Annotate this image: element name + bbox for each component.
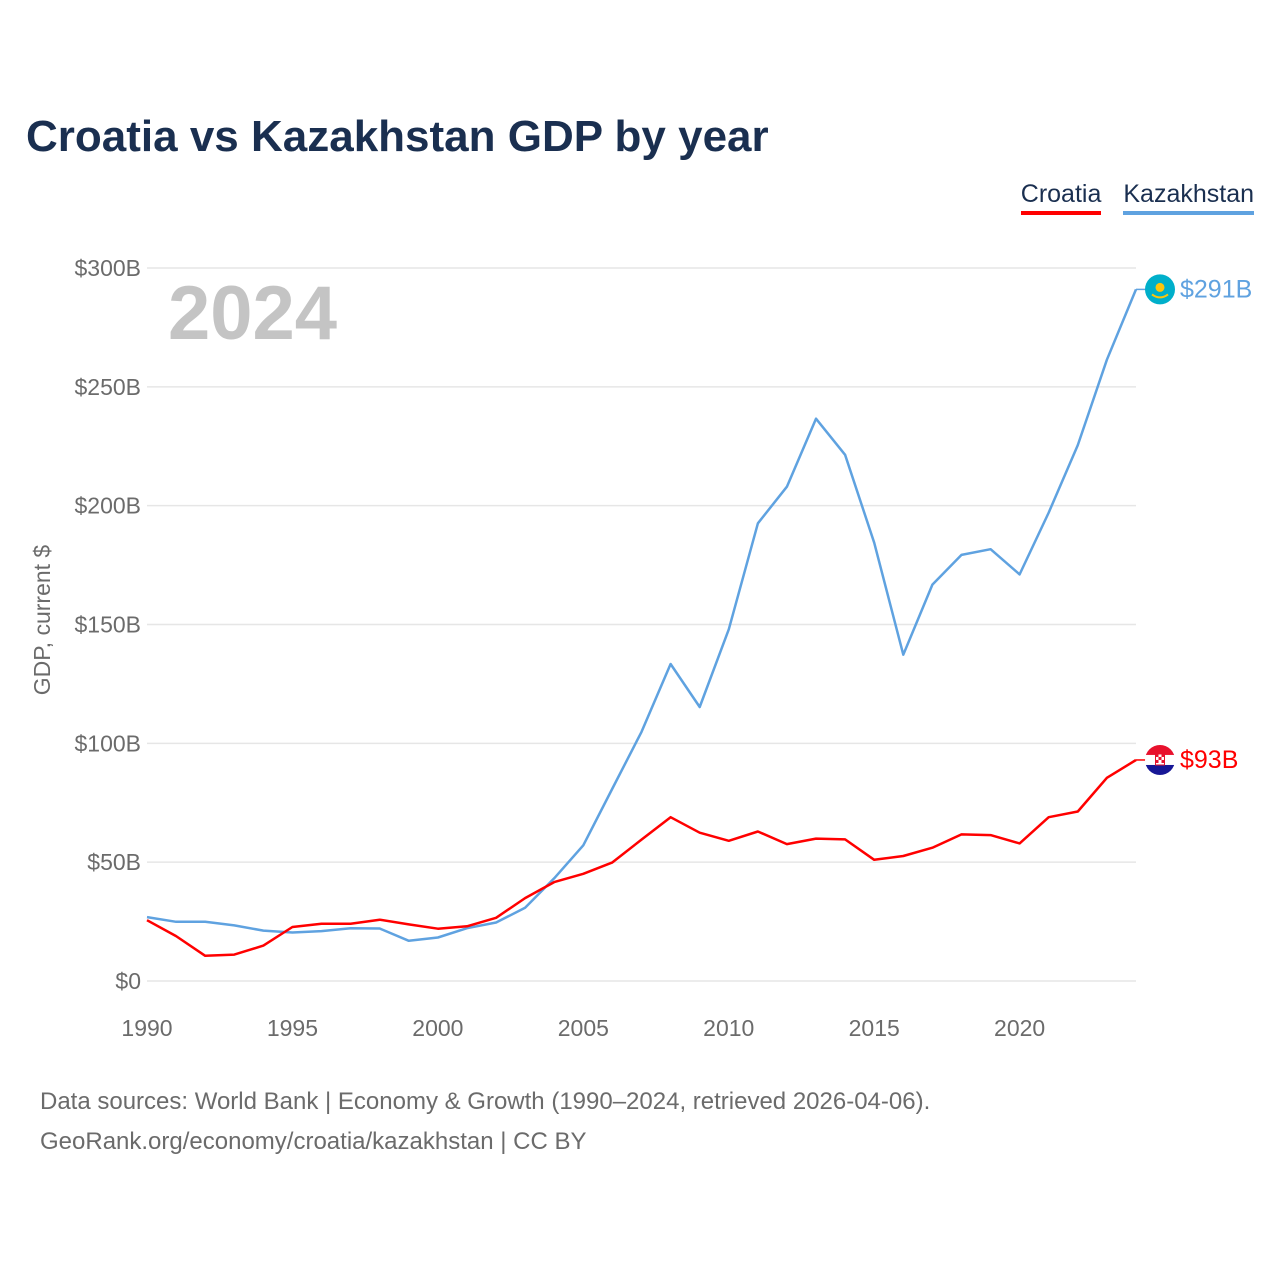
x-tick-label: 1990 [121,1015,172,1041]
x-tick-label: 2020 [994,1015,1045,1041]
year-watermark: 2024 [168,271,337,356]
x-tick-label: 1995 [267,1015,318,1041]
x-tick-label: 2005 [558,1015,609,1041]
y-tick-label: $250B [74,374,141,400]
attribution-link[interactable]: GeoRank.org/economy/croatia/kazakhstan |… [40,1128,587,1155]
y-tick-label: $50B [87,849,141,875]
y-axis-label: GDP, current $ [29,545,55,696]
grid-layer [147,267,1136,982]
y-tick-label: $200B [74,493,141,519]
data-source-note: Data sources: World Bank | Economy & Gro… [40,1088,931,1115]
legend-item-kazakhstan[interactable]: Kazakhstan [1123,180,1254,215]
y-axis-ticks: $0 $50B $100B $150B $200B $250B $300B [74,255,141,994]
series-line-kazakhstan [146,288,1138,943]
y-tick-label: $150B [74,612,141,638]
legend-item-croatia[interactable]: Croatia [1020,180,1102,215]
footer: Data sources: World Bank | Economy & Gro… [40,1082,930,1162]
series-line-croatia [146,758,1137,958]
y-tick-label: $0 [115,968,141,994]
croatia-flag-icon [1145,744,1175,775]
x-tick-label: 2015 [849,1015,900,1041]
y-tick-label: $100B [74,730,141,756]
endpoint-layer: $291B $93B [1136,274,1252,775]
x-tick-label: 2010 [703,1015,754,1041]
series-layer [146,288,1138,958]
legend: Croatia Kazakhstan [1020,180,1254,215]
y-tick-label: $300B [74,255,141,281]
kazakhstan-flag-icon [1145,274,1175,305]
page-title: Croatia vs Kazakhstan GDP by year [26,112,769,161]
end-value-label-kazakhstan: $291B [1180,275,1252,303]
x-tick-label: 2000 [412,1015,463,1041]
end-value-label-croatia: $93B [1180,746,1238,774]
x-axis-ticks: 1990 1995 2000 2005 2010 2015 2020 [121,1015,1045,1041]
